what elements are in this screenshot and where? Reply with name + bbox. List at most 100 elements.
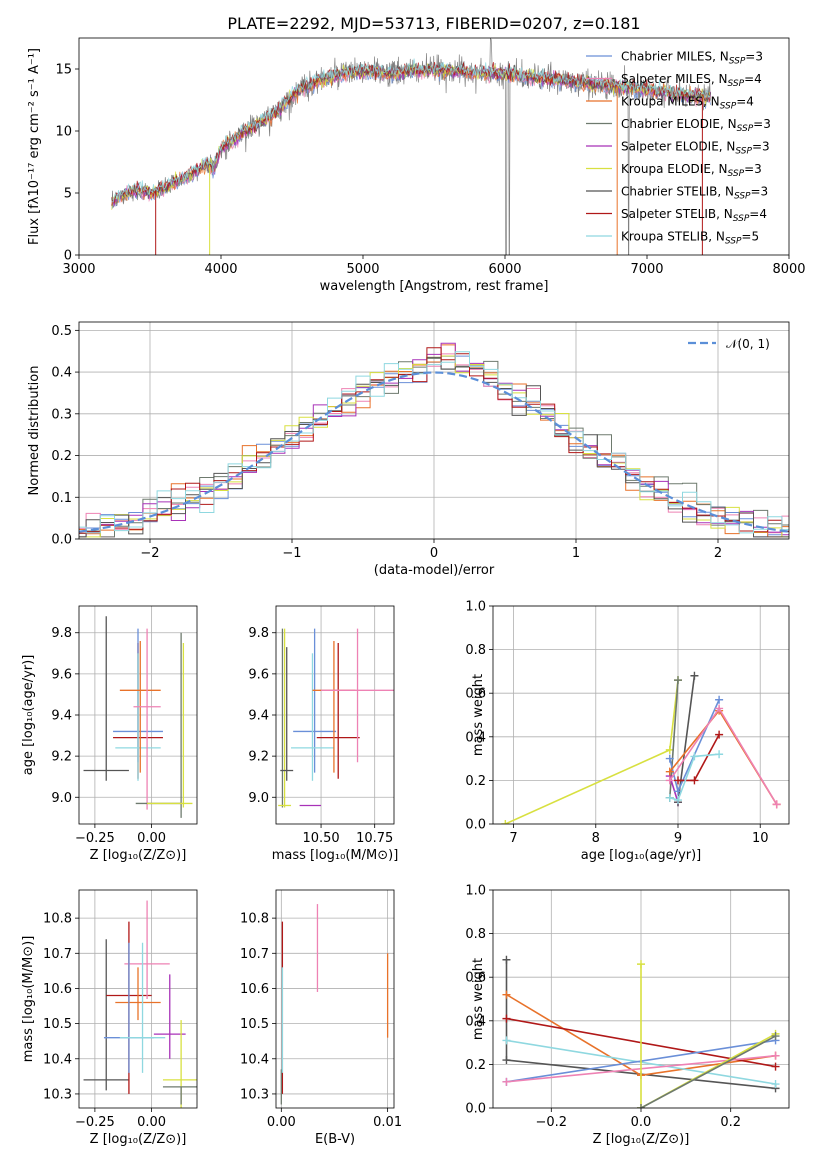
series-marker bbox=[637, 960, 645, 969]
series-marker bbox=[665, 793, 674, 802]
y-tick-label: 0.3 bbox=[51, 407, 72, 422]
series-marker bbox=[771, 1032, 780, 1041]
model-spectrum-salpeter_stelib bbox=[111, 61, 711, 206]
series-line bbox=[669, 753, 720, 801]
x-tick-label: 0.00 bbox=[137, 831, 166, 846]
y-tick-label: 0.2 bbox=[465, 1058, 486, 1073]
x-tick-label: 3000 bbox=[62, 262, 95, 277]
y-tick-label: 10 bbox=[55, 125, 72, 140]
y-tick-label: 10.8 bbox=[240, 912, 269, 927]
y-tick-label: 10.5 bbox=[240, 1017, 269, 1032]
errorbar-kroupa_stelib bbox=[119, 942, 166, 1073]
errorbar-kroupa_miles bbox=[115, 967, 161, 1021]
series-line bbox=[677, 675, 696, 803]
x-tick-label: 0.2 bbox=[720, 1115, 741, 1130]
x-tick-label: 4000 bbox=[204, 262, 237, 277]
series-marker bbox=[502, 1077, 511, 1086]
normal-curve bbox=[79, 371, 789, 533]
y-tick-label: 10.3 bbox=[240, 1087, 269, 1102]
series-marker bbox=[771, 1080, 780, 1089]
x-tick-label: 8000 bbox=[772, 262, 805, 277]
series-marker bbox=[665, 754, 674, 763]
x-tick-label: −0.25 bbox=[75, 831, 115, 846]
x-axis-label: wavelength [Angstrom, rest frame] bbox=[320, 279, 549, 294]
series-line bbox=[640, 1035, 776, 1108]
y-tick-label: 0 bbox=[64, 249, 72, 264]
series-kroupa_elodie bbox=[637, 960, 780, 1108]
series-marker bbox=[772, 800, 781, 809]
x-axis-label: (data-model)/error bbox=[374, 563, 495, 578]
axes-frame bbox=[275, 889, 395, 1109]
hist-salpeter_stelib bbox=[79, 347, 789, 534]
errorbar-chabrier_miles bbox=[103, 942, 154, 1073]
series-chabrier_elodie bbox=[665, 676, 682, 802]
y-tick-label: 15 bbox=[55, 63, 72, 78]
x-tick-label: 0.01 bbox=[373, 1115, 402, 1130]
x-axis-label: Z [log₁₀(Z/Z⊙)] bbox=[90, 1132, 187, 1147]
x-tick-label: 8 bbox=[592, 831, 600, 846]
x-tick-label: 6000 bbox=[488, 262, 521, 277]
y-axis-label: mass [log₁₀(M/M⊙)] bbox=[21, 936, 36, 1063]
y-tick-label: 10.6 bbox=[43, 982, 72, 997]
x-tick-label: −0.2 bbox=[536, 1115, 568, 1130]
series-marker bbox=[715, 750, 724, 759]
panel-age_vs_Z: −0.25 0.00 9.0 9.2 9.4 9.6 9.8 Z [log₁₀(Z/Z⊙)] a… bbox=[21, 605, 198, 863]
y-tick-label: 0.0 bbox=[51, 533, 72, 548]
errorbar-chabrier_stelib bbox=[83, 616, 129, 781]
errorbar-kroupa_stelib bbox=[291, 653, 334, 781]
errorbar-chabrier_elodie bbox=[162, 1086, 197, 1105]
x-axis-label: E(B-V) bbox=[315, 1132, 355, 1147]
legend-item-kroupa_stelib: Kroupa STELIB, NSSP=5 bbox=[586, 230, 759, 247]
hist-kroupa_stelib bbox=[79, 351, 789, 534]
legend-item-salpeter_elodie: Salpeter ELODIE, NSSP=3 bbox=[586, 140, 770, 157]
errorbars bbox=[280, 904, 389, 1105]
y-tick-label: 9.8 bbox=[248, 626, 269, 641]
y-tick-label: 0.1 bbox=[51, 491, 72, 506]
y-tick-label: 5 bbox=[64, 187, 72, 202]
errorbar-kroupa_stelib bbox=[115, 653, 161, 781]
series-marker bbox=[715, 704, 724, 713]
series-marker bbox=[771, 1062, 780, 1071]
y-axis-label: Normed distribution bbox=[27, 366, 42, 496]
legend-label: Chabrier MILES, NSSP=3 bbox=[621, 50, 763, 67]
series-marker bbox=[690, 752, 699, 761]
series-kroupa_stelib bbox=[665, 750, 724, 805]
panel-weight_vs_Z: −0.2 0.0 0.2 0.0 0.2 0.4 0.6 0.8 1.0 Z [log₁₀(Z/Z… bbox=[465, 884, 790, 1147]
legend-label: Salpeter STELIB, NSSP=4 bbox=[621, 207, 767, 224]
y-tick-label: 10.6 bbox=[240, 982, 269, 997]
x-tick-label: 10.75 bbox=[356, 831, 393, 846]
series-marker bbox=[502, 1056, 511, 1065]
series-line bbox=[669, 707, 778, 805]
y-tick-label: 0.5 bbox=[51, 324, 72, 339]
y-tick-label: 9.4 bbox=[51, 709, 72, 724]
series-marker bbox=[502, 955, 511, 964]
x-tick-label: 0.00 bbox=[267, 1115, 296, 1130]
y-tick-label: 0.8 bbox=[465, 927, 486, 942]
errorbar-kroupa_miles bbox=[312, 640, 356, 773]
legend-label: Salpeter MILES, NSSP=4 bbox=[621, 72, 762, 89]
y-tick-label: 10.7 bbox=[240, 947, 269, 962]
y-tick-label: 10.4 bbox=[240, 1052, 269, 1067]
errorbars bbox=[83, 900, 197, 1108]
x-axis-label: mass [log₁₀(M/M⊙)] bbox=[272, 848, 399, 863]
x-tick-label: 7000 bbox=[630, 262, 663, 277]
y-tick-label: 0.6 bbox=[465, 971, 486, 986]
y-tick-label: 0.6 bbox=[465, 687, 486, 702]
y-tick-label: 0.8 bbox=[465, 643, 486, 658]
axes-frame bbox=[492, 605, 790, 825]
series-marker bbox=[637, 1104, 645, 1108]
y-tick-label: 9.6 bbox=[248, 667, 269, 682]
legend-label: Kroupa ELODIE, NSSP=3 bbox=[621, 162, 762, 179]
x-tick-label: 10 bbox=[752, 831, 769, 846]
panel-mass_vs_Z: −0.25 0.00 10.3 10.4 10.5 10.6 10.7 10.8 Z [log₁… bbox=[21, 889, 198, 1147]
series-line bbox=[640, 964, 776, 1108]
legend-item-salpeter_miles: Salpeter MILES, NSSP=4 bbox=[586, 72, 762, 89]
legend-item-chabrier_miles: Chabrier MILES, NSSP=3 bbox=[586, 50, 763, 67]
x-tick-label: 9 bbox=[674, 831, 682, 846]
legend-label: Chabrier STELIB, NSSP=3 bbox=[621, 185, 768, 202]
y-tick-label: 0.2 bbox=[51, 449, 72, 464]
y-tick-label: 9.2 bbox=[248, 750, 269, 765]
x-tick-label: 0 bbox=[430, 546, 438, 561]
series-line bbox=[504, 680, 679, 824]
